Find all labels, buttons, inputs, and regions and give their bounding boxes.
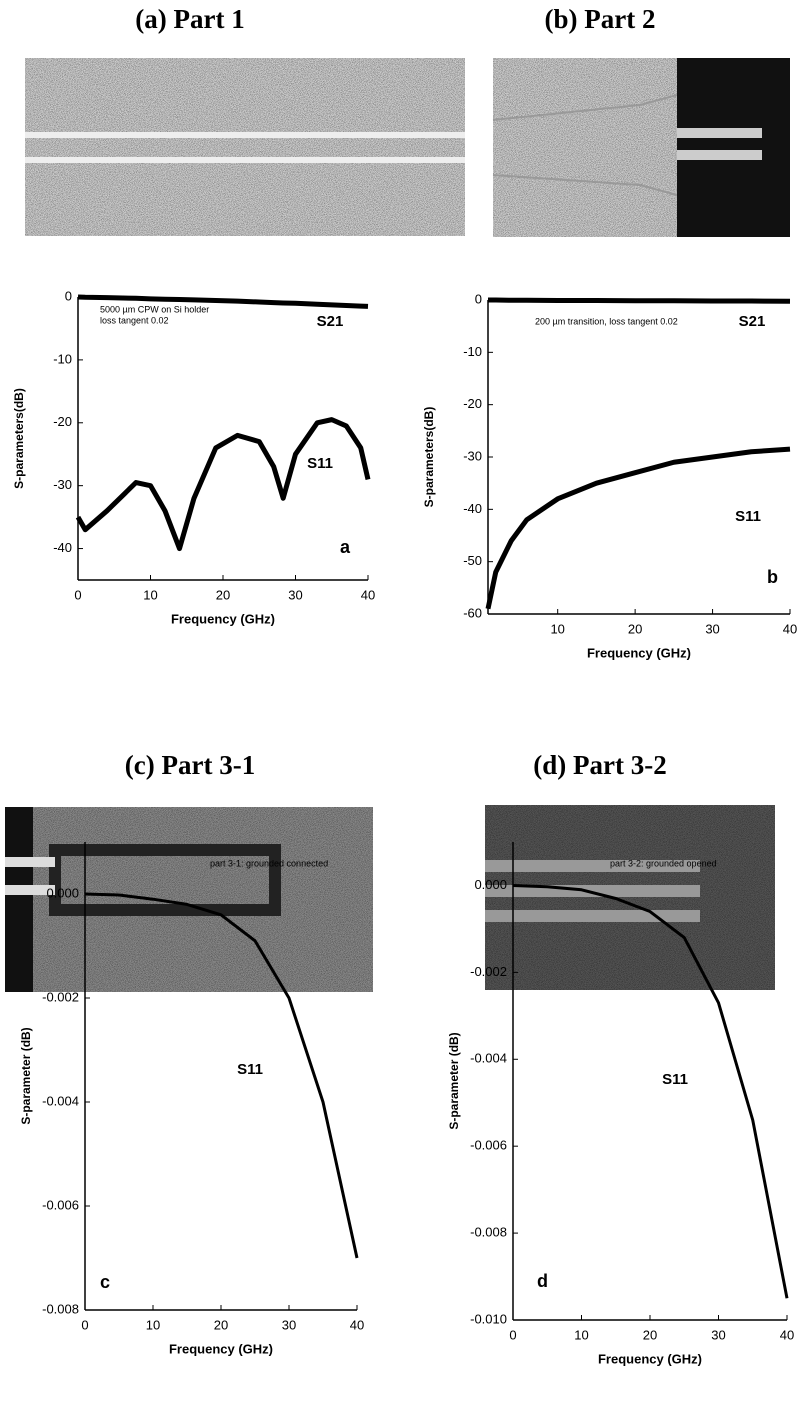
- x-tick-label: 10: [146, 1317, 160, 1332]
- x-tick-label: 40: [350, 1317, 364, 1332]
- chart-panel: (c) Part 3-1 0 10 20 30 40 0.000 -0.002 -0.004 -0…: [19, 750, 364, 1356]
- y-tick-label: 0.000: [474, 877, 507, 892]
- y-tick-label: -0.008: [42, 1301, 79, 1316]
- x-tick-label: 20: [216, 587, 230, 602]
- y-tick-label: -0.010: [470, 1311, 507, 1326]
- panel-letter: a: [340, 537, 351, 557]
- x-tick-label: 40: [783, 621, 797, 636]
- x-axis-label: Frequency (GHz): [169, 1341, 273, 1356]
- y-axis-label: S-parameters(dB): [422, 407, 436, 508]
- annotation: 200 µm transition, loss tangent 0.02: [535, 316, 678, 326]
- series-line: [488, 297, 791, 304]
- series-label: S11: [735, 508, 761, 525]
- panel-letter: d: [537, 1271, 548, 1291]
- x-tick-label: 30: [711, 1327, 725, 1342]
- x-tick-label: 30: [288, 587, 302, 602]
- panel-title: (b) Part 2: [545, 4, 656, 34]
- x-tick-label: 40: [361, 587, 375, 602]
- series-label: S21: [317, 313, 344, 330]
- x-tick-label: 30: [282, 1317, 296, 1332]
- series-label: S11: [307, 455, 333, 472]
- y-tick-label: -30: [53, 477, 72, 492]
- y-tick-label: -0.004: [470, 1051, 507, 1066]
- x-axis-label: Frequency (GHz): [171, 611, 275, 626]
- annotation: part 3-2: grounded opened: [610, 858, 717, 868]
- series-line: [75, 417, 371, 552]
- y-tick-label: -0.006: [470, 1138, 507, 1153]
- y-tick-label: -0.006: [42, 1197, 79, 1212]
- x-tick-label: 0: [509, 1327, 516, 1342]
- series-line: [485, 446, 791, 610]
- series-label: S21: [739, 313, 766, 330]
- y-axis-label: S-parameter (dB): [19, 1027, 33, 1124]
- y-tick-label: -0.002: [470, 964, 507, 979]
- x-tick-label: 20: [628, 621, 642, 636]
- series-label: S11: [237, 1061, 263, 1078]
- x-tick-label: 10: [143, 587, 157, 602]
- y-tick-label: -60: [463, 605, 482, 620]
- y-tick-label: 0: [475, 291, 482, 306]
- y-tick-label: -10: [53, 351, 72, 366]
- annotation: loss tangent 0.02: [100, 315, 169, 325]
- x-tick-label: 20: [214, 1317, 228, 1332]
- y-tick-label: -20: [463, 396, 482, 411]
- series-line: [84, 892, 359, 1259]
- annotation: part 3-1: grounded connected: [210, 858, 328, 868]
- panel-letter: c: [100, 1272, 110, 1292]
- y-axis-label: S-parameter (dB): [447, 1032, 461, 1129]
- y-tick-label: 0: [65, 288, 72, 303]
- y-tick-label: -0.004: [42, 1093, 79, 1108]
- x-axis-label: Frequency (GHz): [598, 1351, 702, 1366]
- panel-letter: b: [767, 567, 778, 587]
- x-tick-label: 0: [74, 587, 81, 602]
- y-tick-label: -10: [463, 344, 482, 359]
- chart-panel: (a) Part 1 0 10 20 30 40 0 -10 -20 -30 -40 Frequenc…: [12, 4, 375, 626]
- micrograph-c: [5, 807, 373, 992]
- annotation: 5000 µm CPW on Si holder: [100, 304, 209, 314]
- y-tick-label: 0.000: [46, 885, 79, 900]
- x-tick-label: 0: [81, 1317, 88, 1332]
- y-axis-label: S-parameters(dB): [12, 388, 26, 489]
- x-axis-label: Frequency (GHz): [587, 645, 691, 660]
- x-tick-label: 20: [643, 1327, 657, 1342]
- x-tick-label: 10: [574, 1327, 588, 1342]
- series-line: [512, 883, 789, 1299]
- y-tick-label: -30: [463, 448, 482, 463]
- micrograph-b: [492, 58, 790, 237]
- micrograph-d: [485, 805, 775, 990]
- x-tick-label: 10: [550, 621, 564, 636]
- series-line: [77, 294, 369, 309]
- y-tick-label: -40: [53, 540, 72, 555]
- panel-title: (d) Part 3-2: [533, 750, 666, 780]
- x-tick-label: 30: [705, 621, 719, 636]
- y-tick-label: -0.008: [470, 1225, 507, 1240]
- micrograph-a: [25, 58, 465, 236]
- y-tick-label: -50: [463, 553, 482, 568]
- series-label: S11: [662, 1071, 688, 1088]
- x-tick-label: 40: [780, 1327, 794, 1342]
- panel-title: (a) Part 1: [135, 4, 244, 34]
- chart-panel: (d) Part 3-2 0 10 20 30 40 0.000 -0.002 -0.004 -0…: [447, 750, 794, 1366]
- chart-panel: (b) Part 2 10 20 30 40 0 -10 -20 -30 -40 -50 -60 Fre…: [422, 4, 797, 660]
- y-tick-label: -20: [53, 414, 72, 429]
- panel-title: (c) Part 3-1: [125, 750, 255, 780]
- y-tick-label: -40: [463, 501, 482, 516]
- y-tick-label: -0.002: [42, 989, 79, 1004]
